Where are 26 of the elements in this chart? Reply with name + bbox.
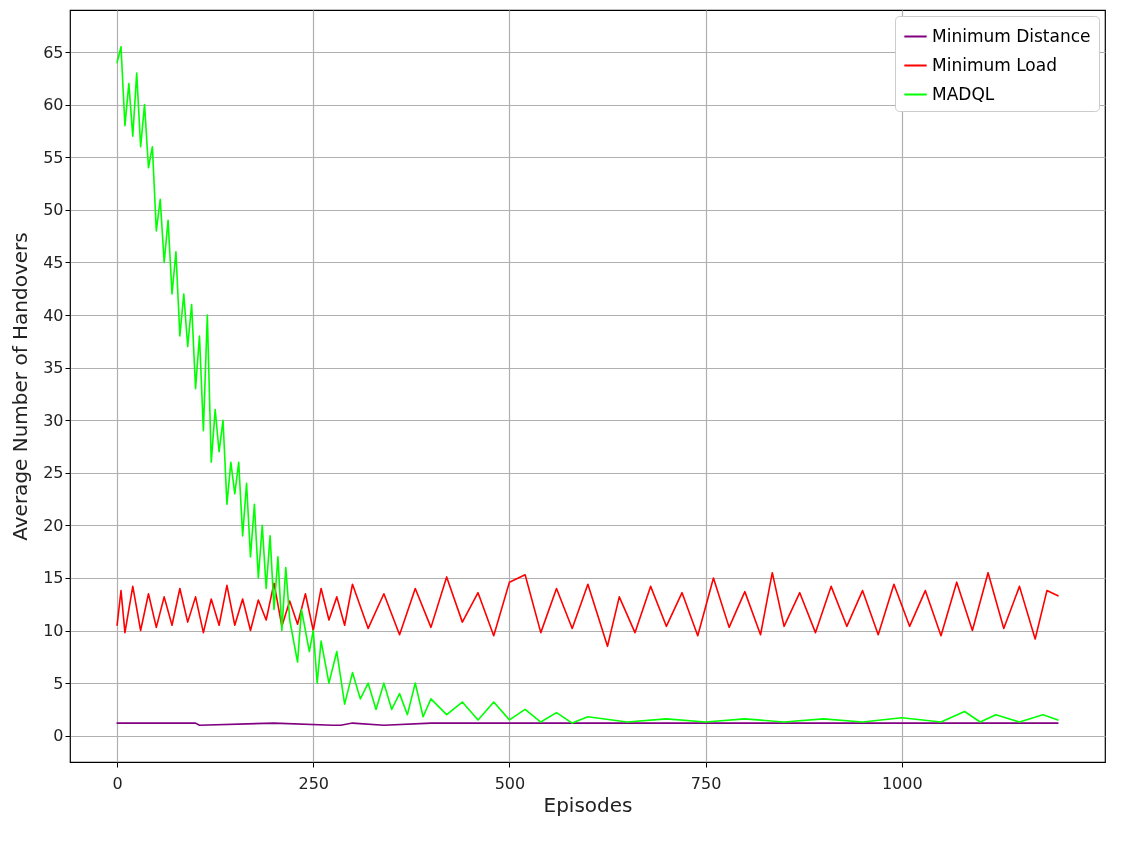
y-tick-label: 40 [43,305,64,325]
y-tick-label: 45 [43,252,64,272]
y-tick-label: 0 [53,726,64,746]
x-tick-label: 250 [298,773,330,793]
y-tick-label: 20 [43,515,64,535]
x-axis-title: Episodes [543,792,633,817]
y-tick-label: 65 [43,42,64,62]
y-tick-label: 5 [53,673,64,693]
legend-label: Minimum Distance [932,25,1091,46]
y-tick-label: 25 [43,463,64,483]
y-tick-label: 10 [43,621,64,641]
line-series [116,571,1059,648]
x-tick-label: 750 [690,773,722,793]
legend-label: MADQL [932,83,995,104]
x-tick-label: 1000 [881,773,923,793]
legend-label: Minimum Load [932,54,1057,75]
y-tick-label: 35 [43,358,64,378]
y-tick-label: 60 [43,95,64,115]
x-tick-label: 0 [112,773,123,793]
y-tick-label: 55 [43,147,64,167]
y-tick-label: 50 [43,200,64,220]
line-series [116,46,1059,724]
y-axis-title: Average Number of Handovers [8,232,33,541]
y-tick-label: 15 [43,568,64,588]
y-tick-label: 30 [43,410,64,430]
x-tick-label: 500 [494,773,526,793]
